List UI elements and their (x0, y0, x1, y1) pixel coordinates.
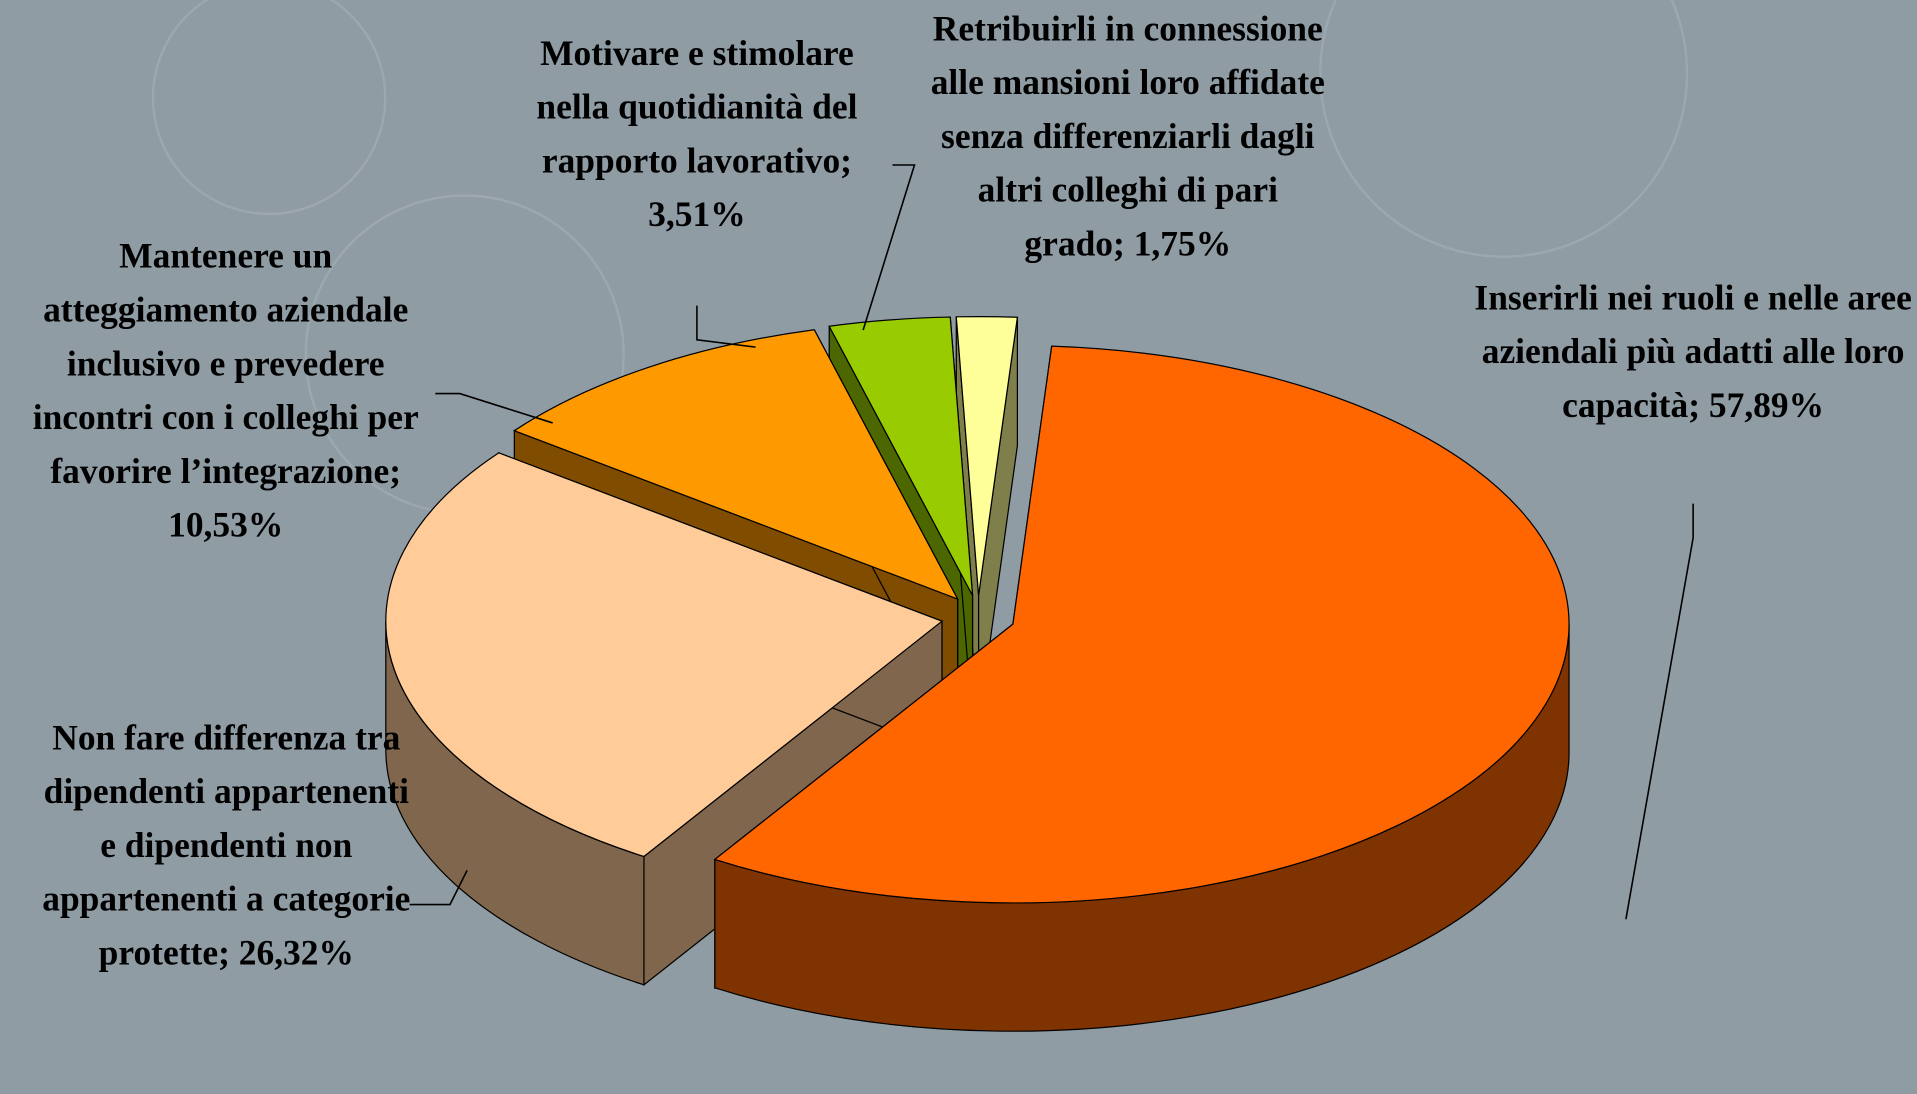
data-label-text: Retribuirli in connessione alle mansioni… (923, 2, 1332, 271)
leader-lines (409, 164, 1694, 920)
data-label-text: Non fare differenza tra dipendenti appar… (37, 711, 416, 980)
slice-top (713, 345, 1570, 904)
value-label: 1,75% (1133, 224, 1232, 265)
slice (713, 345, 1570, 1032)
data-label: Retribuirli in connessione alle mansioni… (923, 2, 1332, 271)
category-label: Mantenere un atteggiamento aziendale inc… (32, 237, 419, 492)
pie (385, 316, 1570, 1032)
data-label-text: Mantenere un atteggiamento aziendale inc… (15, 230, 437, 553)
leader-line (435, 392, 553, 424)
slice-top (828, 316, 974, 596)
value-label: 57,89% (1708, 386, 1825, 426)
category-label: Non fare differenza tra dipendenti appar… (42, 718, 411, 973)
category-label: Retribuirli in connessione alle mansioni… (930, 9, 1325, 265)
category-label: Motivare e stimolare nella quotidianità … (536, 34, 858, 181)
value-label: 26,32% (238, 933, 354, 973)
data-label: Mantenere un atteggiamento aziendale inc… (15, 230, 437, 553)
data-label: Inserirli nei ruoli e nelle aree azienda… (1467, 271, 1917, 432)
slice-top (955, 316, 1019, 596)
data-labels: Inserirli nei ruoli e nelle aree azienda… (15, 2, 1917, 980)
leader-line (862, 164, 916, 331)
slice-top (513, 329, 959, 601)
leader-line (696, 305, 756, 348)
data-label: Motivare e stimolare nella quotidianità … (514, 27, 881, 242)
value-label: 3,51% (648, 195, 746, 235)
data-label: Non fare differenza tra dipendenti appar… (37, 711, 416, 980)
leader-line (409, 869, 468, 906)
value-label: 10,53% (168, 506, 284, 546)
slice-top (385, 452, 944, 858)
data-label-text: Motivare e stimolare nella quotidianità … (514, 27, 881, 242)
leader-line (1625, 503, 1694, 920)
data-label-text: Inserirli nei ruoli e nelle aree azienda… (1467, 271, 1917, 432)
category-label: Inserirli nei ruoli e nelle aree azienda… (1474, 278, 1912, 426)
